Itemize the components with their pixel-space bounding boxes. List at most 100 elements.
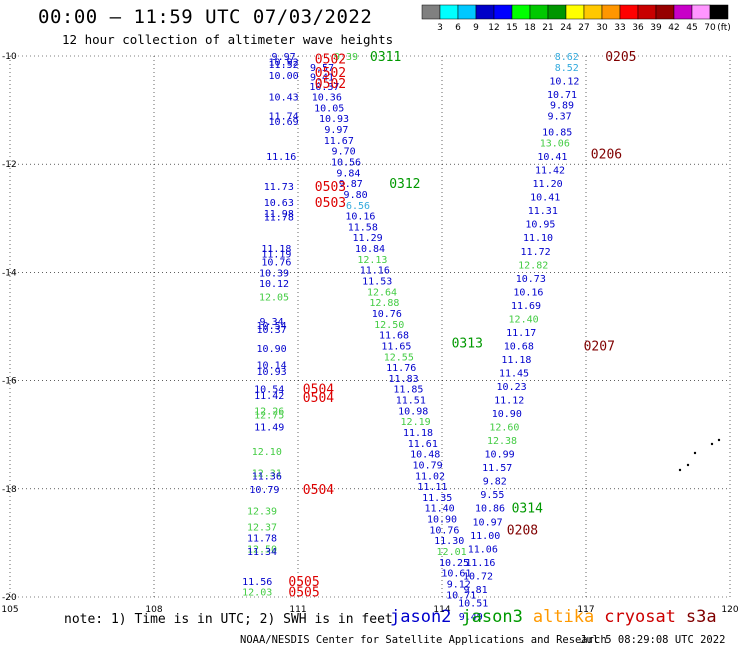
wave-height-value: 9.80 [344,190,368,201]
wave-height-value: 12.50 [247,544,277,555]
wave-height-value: 11.36 [252,471,282,482]
wave-height-value: 10.41 [537,152,567,163]
wave-height-value: 10.61 [441,569,471,580]
wave-height-value: 10.63 [264,198,294,209]
wave-height-value: 10.41 [530,193,560,204]
wave-height-value: 11.69 [511,301,541,312]
wave-height-value: 11.10 [523,233,553,244]
x-tick-label: 111 [289,605,306,615]
x-tick-label: 120 [721,605,738,615]
pass-time-label: 0504 [303,383,334,398]
wave-height-value: 11.30 [434,536,464,547]
x-tick-label: 114 [433,605,450,615]
page-title: 00:00 – 11:59 UTC 07/03/2022 [38,6,373,28]
pass-time-label: 0207 [584,339,615,354]
color-scale-label: (ft) [717,23,730,32]
color-scale-label: 12 [488,23,499,32]
wave-height-value: 6.56 [346,201,370,212]
wave-height-value: 11.76 [386,363,416,374]
wave-height-value: 11.35 [422,493,452,504]
wave-height-value: 10.69 [269,117,299,128]
wave-height-value: 9.34 [260,317,284,328]
pass-time-label: 0505 [288,586,319,601]
wave-height-value: 11.58 [348,222,378,233]
wave-height-value: 13.06 [540,139,570,150]
color-scale-label: 39 [650,23,662,32]
color-scale-label: 9 [473,23,479,32]
wave-height-value: 10.37 [309,82,339,93]
wave-height-value: 12.31 [252,469,282,480]
wave-height-value: 9.97 [272,52,296,63]
pass-time-label: 0503 [315,196,346,211]
coastline-dot [717,438,721,442]
pass-time-label: 0505 [288,575,319,590]
wave-height-value: 8.52 [555,63,579,74]
pass-time-label: 0311 [370,50,401,65]
wave-height-value: 10.71 [547,90,577,101]
wave-height-value: 10.25 [439,558,469,569]
page-subtitle: 12 hour collection of altimeter wave hei… [62,32,394,47]
wave-height-value: 12.75 [254,411,284,422]
wave-height-value: 9.57 [310,63,334,74]
wave-height-value: 10.90 [492,409,522,420]
wave-height-value: 12.03 [242,588,272,599]
pass-time-label: 0502 [315,66,346,81]
wave-height-value: 10.76 [261,258,291,269]
y-tick-label: -10 [2,52,17,62]
pass-time-label: 0205 [605,50,636,65]
wave-height-value: 9.89 [550,101,574,112]
wave-height-value: 11.65 [381,341,411,352]
wave-height-value: 10.16 [345,212,375,223]
legend-jason2: jason2 [390,607,452,627]
wave-height-value: 10.98 [398,406,428,417]
wave-height-value: 12.01 [437,547,467,558]
wave-height-value: 11.45 [499,368,529,379]
color-scale-label: 42 [668,23,679,32]
color-scale-label: 36 [632,23,644,32]
wave-height-value: 11.16 [360,266,390,277]
wave-height-value: 12.50 [374,320,404,331]
wave-height-value: 10.76 [372,309,402,320]
pass-time-label: 0208 [507,523,538,538]
wave-height-value: 10.36 [312,93,342,104]
wave-height-value: 12.13 [357,255,387,266]
wave-height-value: 10.23 [497,382,527,393]
wave-height-value: 12.39 [247,506,277,517]
wave-height-value: 10.14 [257,360,287,371]
x-tick-label: 108 [145,605,162,615]
wave-height-value: 12.60 [489,423,519,434]
color-scale-label: 3 [437,23,443,32]
wave-height-value: 12.38 [487,436,517,447]
wave-height-value: 11.02 [415,471,445,482]
color-scale-label: 30 [596,23,608,32]
wave-height-value: 10.84 [355,244,385,255]
pass-time-label: 0504 [303,391,334,406]
wave-height-value: 11.18 [261,244,291,255]
y-tick-label: -20 [2,593,17,603]
wave-height-value: 12.19 [401,417,431,428]
legend-cryosat: cryosat [604,607,676,627]
wave-height-value: 11.72 [521,247,551,258]
wave-height-value: 12.88 [369,298,399,309]
wave-height-value: 11.51 [396,396,426,407]
wave-height-value: 9.39 [334,52,358,63]
y-tick-label: -12 [2,160,17,170]
wave-height-value: 10.90 [427,515,457,526]
y-tick-label: -14 [2,268,17,278]
x-tick-label: 105 [1,605,18,615]
wave-height-value: 10.71 [446,590,476,601]
pass-time-label: 0502 [315,53,346,68]
wave-height-value: 10.54 [254,385,284,396]
wave-height-value: 10.79 [249,485,279,496]
legend-jason3: jason3 [461,607,523,627]
wave-height-value: 11.56 [242,577,272,588]
wave-height-value: 11.42 [535,166,565,177]
pass-time-label: 0312 [389,177,420,192]
wave-height-value: 11.12 [494,396,524,407]
wave-height-value: 10.48 [410,450,440,461]
color-swatch [709,4,729,20]
color-scale-label: 24 [560,23,572,32]
wave-height-value: 10.86 [475,504,505,515]
wave-height-value: 12.64 [367,287,397,298]
wave-height-value: 10.54 [257,321,287,332]
